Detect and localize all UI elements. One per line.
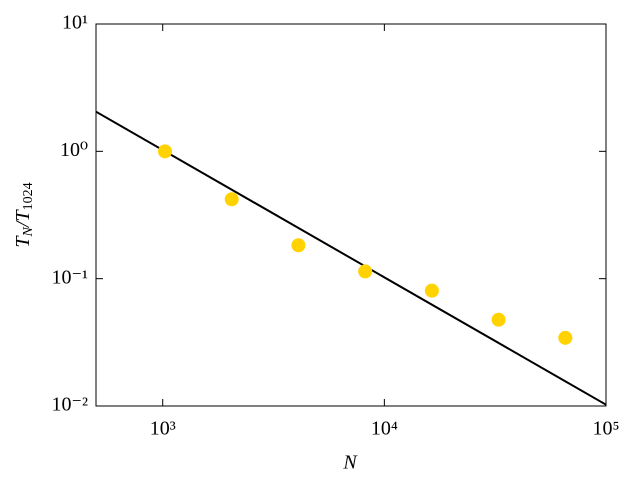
x-tick-label: 10⁵ <box>593 418 620 440</box>
data-point <box>291 238 306 253</box>
y-tick-label: 10¹ <box>62 12 88 34</box>
data-point <box>158 144 173 159</box>
y-axis-label: TN/T1024 <box>12 182 37 247</box>
y-label-part: 1024 <box>21 182 36 210</box>
data-point <box>358 264 373 279</box>
data-point <box>424 283 439 298</box>
plot-frame <box>95 23 607 407</box>
fit-line <box>95 110 607 406</box>
x-tick-label: 10⁴ <box>371 418 398 440</box>
data-point <box>224 192 239 207</box>
data-point <box>491 312 506 327</box>
y-label-part: T <box>12 235 34 248</box>
y-label-part: /T <box>12 209 34 229</box>
x-tick-label: 10³ <box>150 418 176 440</box>
data-point <box>558 330 573 345</box>
y-tick-label: 10⁰ <box>60 139 88 161</box>
y-label-part: N <box>21 226 36 237</box>
y-tick-label: 10⁻¹ <box>51 266 88 288</box>
x-axis-label: N <box>342 452 358 474</box>
y-tick-label: 10⁻² <box>51 394 88 416</box>
